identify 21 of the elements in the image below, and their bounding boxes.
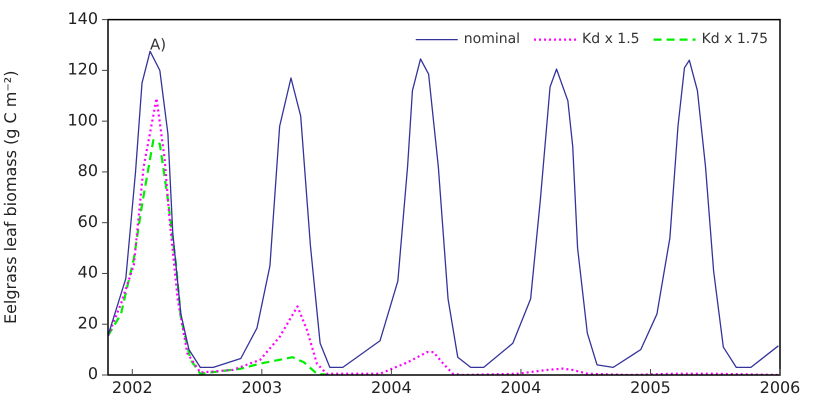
y-tick-label: 100 [67,110,98,130]
y-axis-title: Eelgrass leaf biomass (g C m⁻²) [0,70,20,324]
legend-label: Kd x 1.75 [702,31,768,48]
x-tick-label: 2006 [760,378,800,397]
line-series [108,97,780,375]
y-tick-label: 140 [67,8,98,28]
y-tick-label: 80 [78,161,98,180]
y-tick-label: 60 [78,212,98,231]
y-tick-label: 40 [78,262,98,282]
x-tick-label: 2004 [371,378,412,397]
legend-label: nominal [464,31,520,48]
y-tick-label: 0 [88,364,98,384]
legend-label: Kd x 1.5 [582,31,640,48]
x-tick-label: 2003 [241,378,282,397]
x-tick-label: 2002 [112,378,153,397]
annotation: A) [150,36,166,54]
y-tick-label: 20 [78,313,98,332]
x-tick-label: 2005 [630,378,671,397]
y-tick-label: 120 [67,60,98,79]
line-series [108,139,331,375]
x-tick-label: 2004 [500,378,542,397]
